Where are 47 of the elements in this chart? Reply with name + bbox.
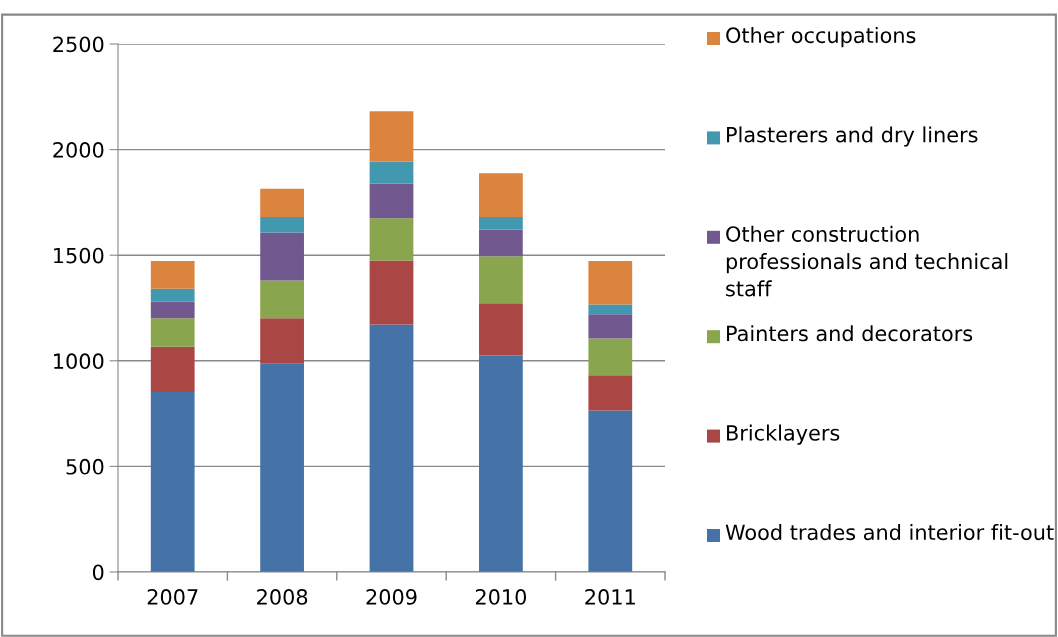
bar [588, 260, 633, 305]
bar [479, 229, 523, 257]
bar [369, 183, 414, 219]
bar [588, 338, 633, 376]
bar [369, 218, 414, 261]
bar [479, 303, 523, 356]
bar [150, 288, 195, 302]
bar [588, 304, 633, 315]
bar [260, 188, 304, 217]
legend-label: Other occupations [726, 27, 916, 48]
bar [479, 216, 523, 230]
bar [150, 318, 195, 347]
bar [150, 346, 195, 393]
bar [260, 318, 304, 364]
y-tick-label: 1000 [54, 353, 104, 370]
x-tick-label: 2007 [147, 589, 198, 605]
legend-label: Plasterers and dry liners [727, 126, 978, 147]
bar [369, 260, 414, 325]
bar [479, 173, 523, 217]
bar [369, 161, 414, 184]
y-tick-label: 2000 [53, 142, 104, 158]
legend-label: Other construction professionals and technical staff [726, 225, 1008, 297]
bar [150, 260, 195, 289]
legend-label: Wood trades and interior fit-out [725, 524, 1054, 541]
bar [588, 314, 633, 339]
x-tick-label: 2009 [366, 589, 417, 605]
bar [588, 410, 633, 572]
x-tick-label: 2010 [475, 589, 527, 605]
x-tick-label: 2008 [257, 589, 308, 605]
bar [260, 232, 304, 281]
bar [369, 111, 414, 162]
bar [150, 301, 195, 319]
bar [369, 324, 414, 572]
bar [260, 216, 304, 233]
legend-label: Painters and decorators [727, 325, 973, 342]
legend-label: Bricklayers [727, 424, 840, 445]
y-tick-label: 0 [92, 564, 104, 581]
bar [150, 392, 195, 572]
x-tick-label: 2011 [585, 589, 635, 605]
bar [479, 256, 523, 304]
y-tick-label: 500 [66, 458, 104, 475]
bar [260, 363, 304, 572]
bar [260, 280, 304, 319]
y-tick-label: 2500 [53, 36, 104, 53]
bar [479, 355, 523, 572]
y-tick-label: 1500 [54, 247, 104, 264]
bar [588, 375, 633, 411]
